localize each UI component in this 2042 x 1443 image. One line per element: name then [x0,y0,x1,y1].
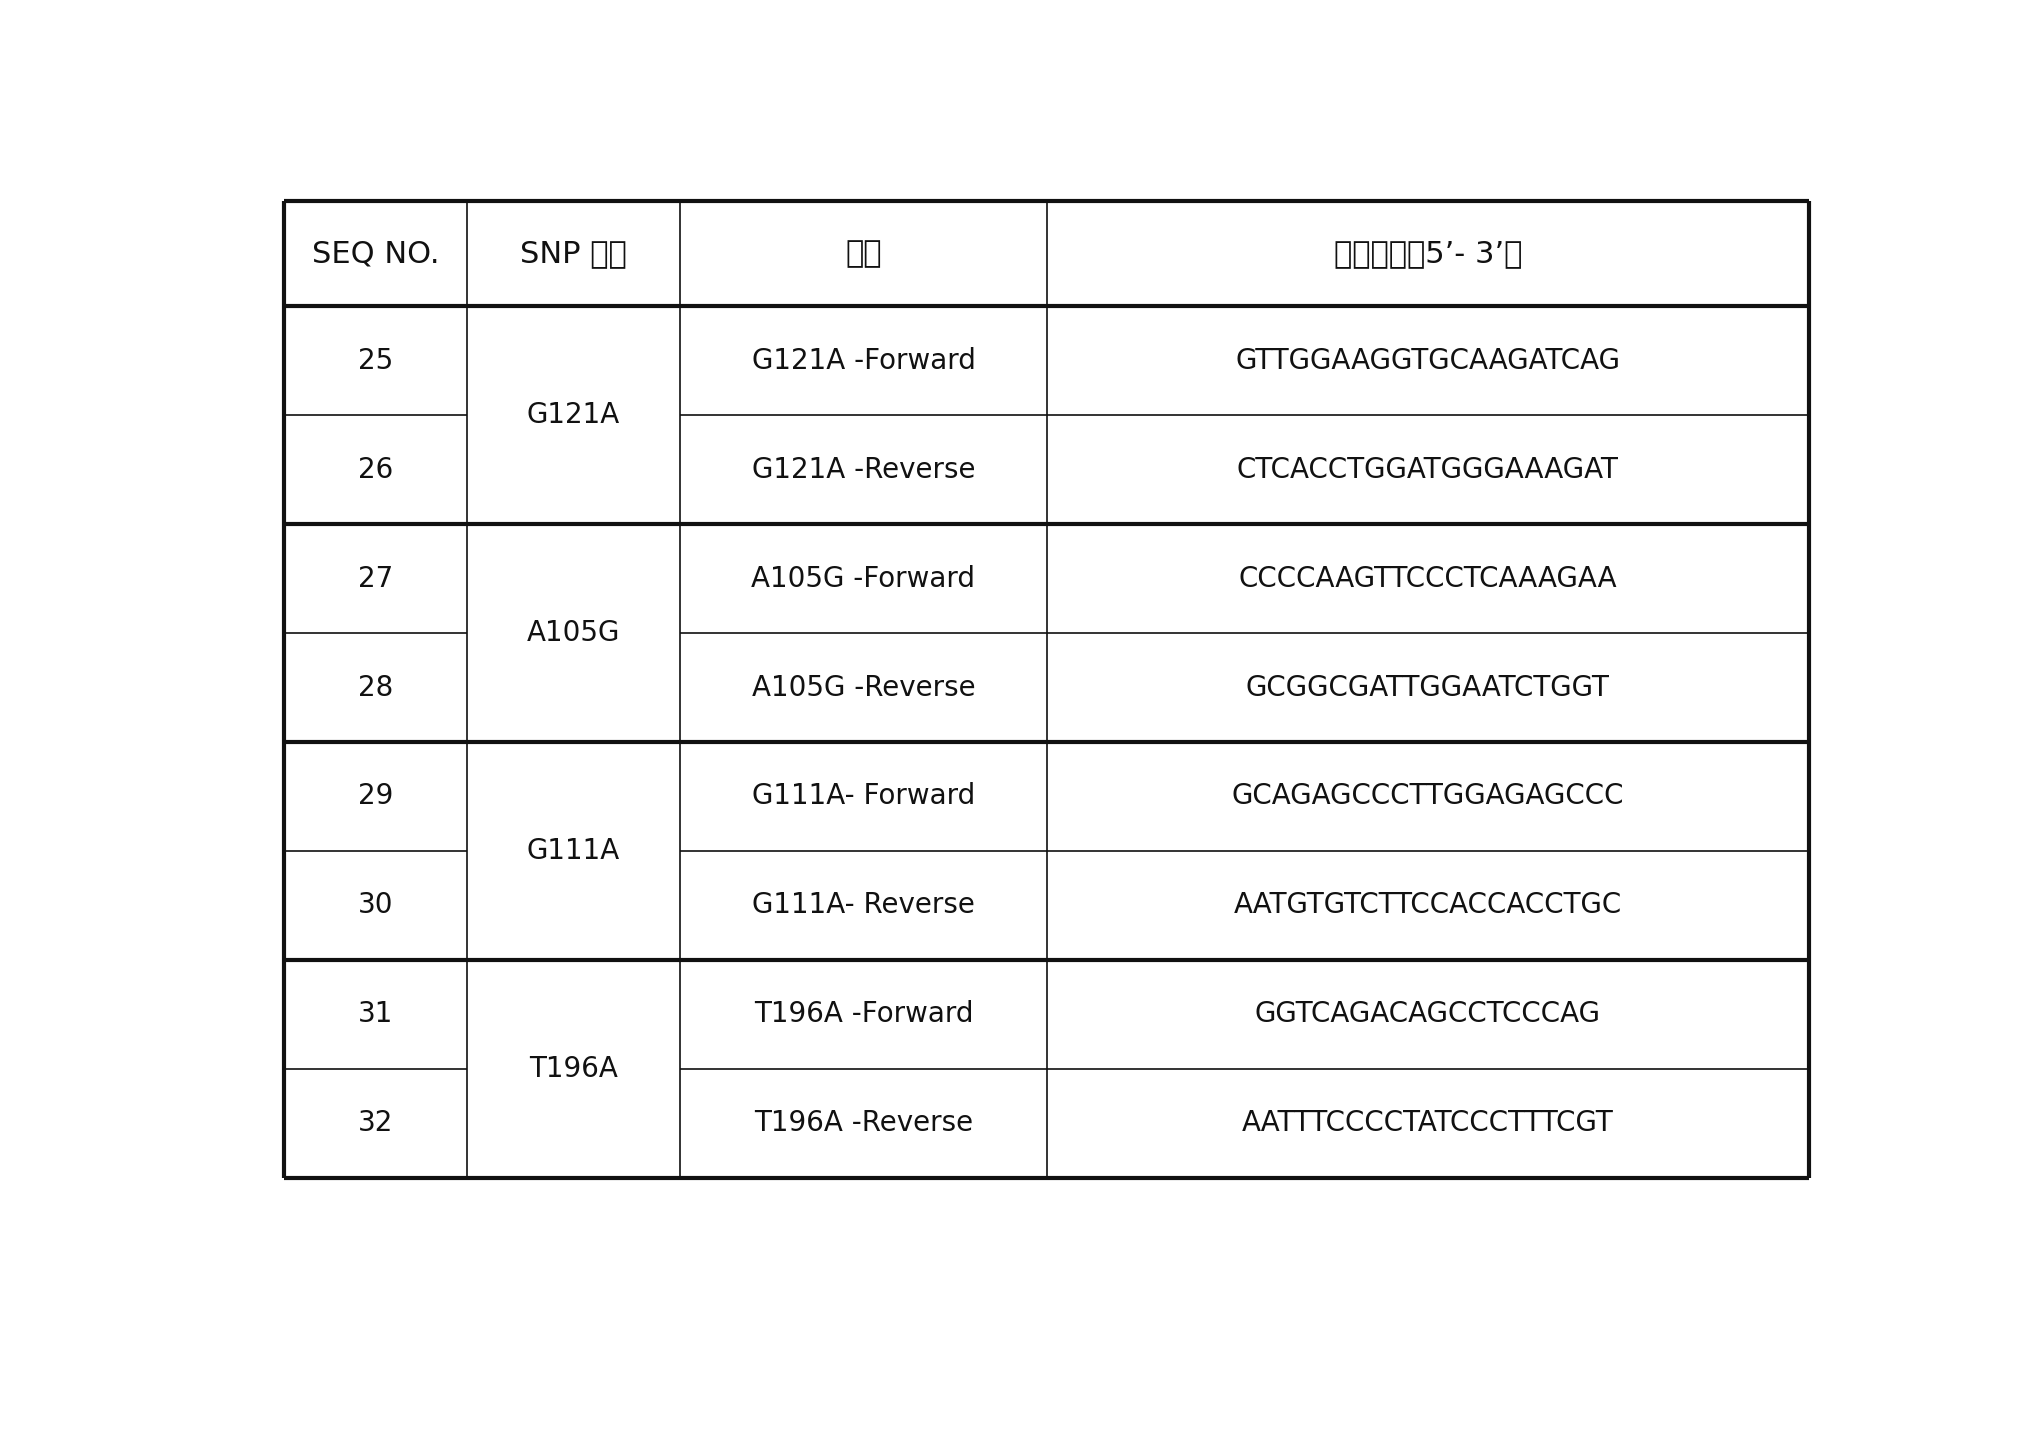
Text: AATGTGTCTTCCACCACCTGC: AATGTGTCTTCCACCACCTGC [1233,892,1621,919]
Text: SNP 位点: SNP 位点 [521,240,627,268]
Text: G121A -Reverse: G121A -Reverse [751,456,976,483]
Text: GTTGGAAGGTGCAAGATCAG: GTTGGAAGGTGCAAGATCAG [1235,346,1621,375]
Text: G111A- Reverse: G111A- Reverse [751,892,974,919]
Text: 29: 29 [357,782,392,811]
Text: T196A -Reverse: T196A -Reverse [753,1110,974,1137]
Text: 类型: 类型 [845,240,882,268]
Text: A105G: A105G [527,619,621,646]
Text: G121A: G121A [527,401,621,430]
Text: A105G -Reverse: A105G -Reverse [751,674,976,701]
Text: GCAGAGCCCTTGGAGAGCCC: GCAGAGCCCTTGGAGAGCCC [1231,782,1623,811]
Text: CTCACCTGGATGGGAAAGAT: CTCACCTGGATGGGAAAGAT [1237,456,1619,483]
Text: 26: 26 [357,456,392,483]
Text: 27: 27 [357,564,392,593]
Text: 28: 28 [357,674,392,701]
Text: 31: 31 [357,1000,392,1029]
Text: GCGGCGATTGGAATCTGGT: GCGGCGATTGGAATCTGGT [1246,674,1609,701]
Text: G121A -Forward: G121A -Forward [751,346,976,375]
Text: 32: 32 [357,1110,392,1137]
Text: A105G -Forward: A105G -Forward [751,564,976,593]
Text: G111A: G111A [527,837,621,864]
Text: 扩增引物（5’- 3’）: 扩增引物（5’- 3’） [1333,240,1521,268]
Text: SEQ NO.: SEQ NO. [312,240,439,268]
Text: GGTCAGACAGCCTCCCAG: GGTCAGACAGCCTCCCAG [1256,1000,1601,1029]
Text: 25: 25 [357,346,392,375]
Text: G111A- Forward: G111A- Forward [751,782,976,811]
Text: T196A -Forward: T196A -Forward [753,1000,974,1029]
Text: AATTTCCCCTATCCCTTTCGT: AATTTCCCCTATCCCTTTCGT [1242,1110,1613,1137]
Text: T196A: T196A [529,1055,619,1082]
Text: CCCCAAGTTCCCTCAAAGAA: CCCCAAGTTCCCTCAAAGAA [1239,564,1617,593]
Text: 30: 30 [357,892,392,919]
